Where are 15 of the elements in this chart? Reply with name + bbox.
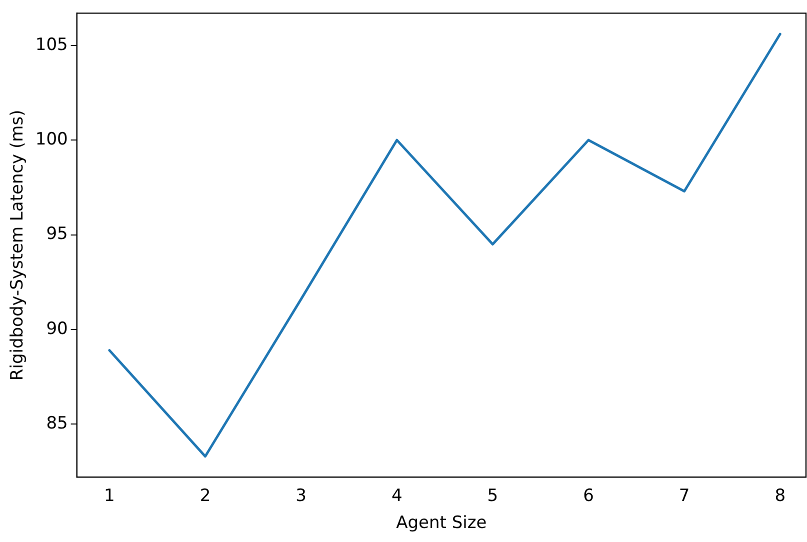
x-tick-label: 7: [678, 486, 690, 506]
y-axis-title: Rigidbody-System Latency (ms): [8, 110, 28, 381]
x-tick-label: 3: [296, 486, 306, 506]
x-tick-label: 5: [487, 486, 498, 506]
x-axis-title: Agent Size: [396, 513, 487, 534]
x-tick-label: 6: [583, 486, 594, 506]
y-tick-label: 90: [46, 318, 68, 339]
y-tick-label: 85: [46, 414, 68, 434]
y-tick-label: 100: [35, 130, 68, 150]
y-tick-label: 105: [35, 34, 68, 55]
y-tick-label: 95: [46, 224, 68, 244]
x-tick-label: 1: [104, 486, 115, 506]
x-tick-label: 4: [391, 486, 402, 506]
x-tick-label: 8: [774, 486, 786, 506]
x-tick-label: 2: [200, 486, 211, 506]
